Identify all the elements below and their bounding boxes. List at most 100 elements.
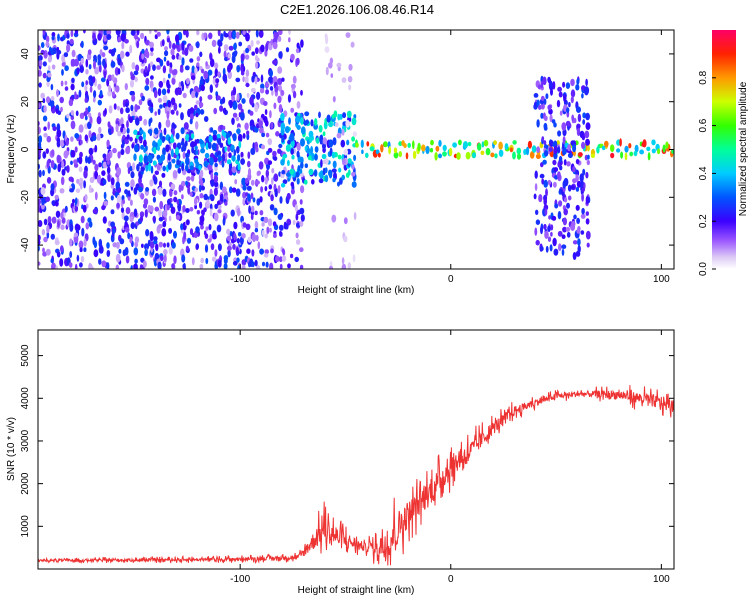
spectrogram-cell: [671, 149, 674, 154]
spectrogram-cell: [167, 153, 171, 161]
spectrogram-cell: [46, 225, 50, 234]
spectrogram-cell: [260, 186, 264, 193]
spectrogram-cell: [83, 169, 88, 179]
spectrogram-cell: [294, 204, 298, 212]
spectrogram-cell: [94, 191, 98, 201]
spectrogram-cell: [340, 139, 346, 148]
spectrogram-cell: [163, 56, 167, 62]
spectrogram-cell: [175, 34, 180, 43]
spectrogram-cell: [231, 55, 236, 63]
spectrogram-cell: [272, 233, 277, 238]
spectrogram-cell: [290, 148, 294, 155]
y-tick-label: -40: [20, 237, 31, 252]
spectrogram-cell: [324, 46, 330, 53]
spectrogram-cell: [41, 197, 45, 206]
spectrogram-cell: [97, 83, 102, 91]
spectrogram-cell: [272, 59, 278, 65]
spectrogram-cell: [287, 159, 290, 167]
spectrogram-cell: [265, 89, 269, 95]
spectrogram-cell: [42, 251, 47, 257]
spectrogram-cell: [45, 148, 49, 155]
spectrogram-cell: [254, 47, 259, 55]
spectrogram-cell: [314, 146, 319, 153]
spectrogram-cell: [204, 244, 209, 253]
spectrogram-cell: [180, 112, 184, 121]
spectrogram-cell: [548, 215, 551, 220]
spectrogram-cell: [43, 126, 47, 131]
spectrogram-cell: [278, 85, 283, 92]
spectrogram-cell: [292, 75, 297, 84]
spectrogram-cell: [80, 182, 83, 190]
spectrogram-cell: [84, 134, 89, 142]
spectrogram-cell: [280, 112, 285, 122]
spectrogram-cell: [165, 144, 170, 153]
spectrogram-cell: [236, 238, 240, 244]
spectrogram-cell: [290, 188, 295, 195]
spectrogram-cell: [115, 253, 121, 263]
spectrogram-cell: [172, 142, 177, 150]
spectrogram-cell: [88, 63, 92, 70]
y-tick-label: 20: [20, 96, 31, 108]
colorbar: 0.0 0.2 0.4 0.6 0.8 Normalized spectral ampl…: [698, 30, 749, 276]
spectrogram-cell: [421, 144, 426, 152]
spectrogram-cell: [131, 143, 135, 149]
spectrogram-cell: [571, 220, 576, 227]
spectrogram-cell: [562, 180, 567, 189]
spectrogram-cell: [525, 146, 530, 156]
spectrogram-cell: [106, 166, 111, 174]
spectrogram-cell: [210, 127, 214, 133]
spectrogram-cell: [330, 73, 334, 78]
spectrogram-cell: [153, 176, 158, 185]
spectrogram-cell: [153, 146, 157, 155]
snr-background: [38, 330, 674, 569]
spectrogram-cell: [60, 211, 64, 219]
spectrogram-cell: [329, 265, 333, 269]
spectrogram-cell: [74, 197, 78, 205]
spectrogram-cell: [217, 137, 222, 146]
spectrogram-cell: [116, 194, 121, 203]
spectrogram-cell: [250, 87, 256, 93]
spectrogram-cell: [275, 131, 280, 137]
spectrogram-cell: [106, 159, 110, 166]
spectrogram-cell: [563, 208, 568, 216]
spectrogram-cell: [646, 146, 651, 152]
spectrogram-cell: [214, 249, 218, 257]
spectrogram-cell: [264, 186, 268, 192]
spectrogram-cell: [125, 51, 130, 57]
spectrogram-cell: [216, 95, 221, 101]
spectrogram-cell: [129, 136, 133, 142]
spectrogram-cell: [550, 224, 554, 231]
spectrogram-cell: [547, 104, 552, 111]
spectrogram-cell: [543, 196, 547, 206]
spectrogram-cell: [140, 62, 145, 67]
spectrogram-cell: [247, 193, 251, 202]
spectrogram-cell: [540, 112, 544, 119]
spectrogram-cell: [171, 77, 176, 85]
x-tick-label: 0: [448, 574, 454, 585]
spectrogram-cell: [177, 206, 181, 212]
spectrogram-cell: [112, 147, 117, 154]
spectrogram-cell: [210, 172, 214, 180]
spectrogram-cell: [168, 40, 172, 49]
spectrogram-cell: [75, 110, 79, 117]
spectrogram-cell: [189, 165, 194, 170]
spectrogram-cell: [647, 152, 651, 161]
spectrogram-cell: [94, 144, 98, 153]
spectrogram-cell: [261, 144, 265, 150]
spectrogram-cell: [238, 41, 243, 47]
spectrogram-cell: [545, 188, 548, 197]
spectrogram-cell: [585, 171, 589, 179]
spectrogram-cell: [166, 60, 170, 67]
spectrogram-cell: [195, 243, 199, 250]
spectrogram-cell: [268, 184, 273, 190]
spectrogram-cell: [277, 185, 281, 194]
spectrogram-cell: [187, 186, 191, 195]
spectrogram-cell: [586, 242, 590, 248]
spectrogram-cell: [353, 154, 357, 161]
spectrogram-cell: [267, 147, 273, 153]
spectrogram-cell: [87, 156, 92, 164]
spectrogram-cell: [264, 109, 268, 115]
spectrogram-cell: [171, 242, 176, 249]
spectrogram-cell: [562, 226, 567, 233]
spectrogram-cell: [108, 84, 112, 93]
